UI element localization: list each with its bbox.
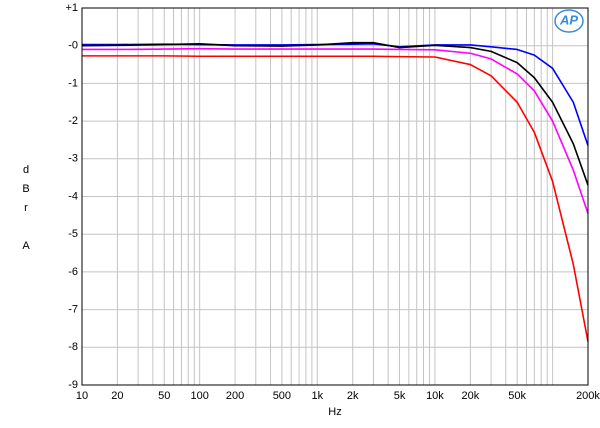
y-tick-label: -1 [68, 77, 78, 89]
series-line [82, 55, 589, 342]
x-axis-label: Hz [328, 406, 341, 418]
y-tick-label: -2 [68, 115, 78, 127]
y-tick-label: -6 [68, 266, 78, 278]
x-tick-label: 10k [426, 390, 444, 402]
x-tick-label: 2k [347, 390, 359, 402]
x-tick-label: 50 [158, 390, 170, 402]
y-tick-label: +1 [65, 2, 78, 14]
y-tick-label: -4 [68, 190, 78, 202]
x-tick-label: 20 [111, 390, 123, 402]
y-tick-label: -7 [68, 304, 78, 316]
x-tick-label: 200k [576, 390, 600, 402]
y-tick-label: -9 [68, 379, 78, 391]
x-tick-label: 20k [461, 390, 479, 402]
series-line [82, 47, 589, 214]
x-tick-label: 100 [190, 390, 208, 402]
logo-ring [554, 9, 584, 33]
plot-frame [81, 7, 589, 386]
logo: AP [554, 9, 584, 33]
lines [81, 41, 589, 342]
x-tick-label: 10 [76, 390, 88, 402]
y-tick-label: -0 [68, 40, 78, 52]
x-tick-label: 5k [394, 390, 406, 402]
x-tick-label: 1k [311, 390, 323, 402]
y-tick-label: -8 [68, 341, 78, 353]
x-tick-label: 50k [508, 390, 526, 402]
series-line [81, 41, 589, 186]
y-tick-label: -5 [68, 228, 78, 240]
y-tick-label: -3 [68, 153, 78, 165]
grid [81, 7, 589, 386]
logo-text: AP [559, 12, 578, 27]
x-tick-label: 200 [226, 390, 244, 402]
x-tick-label: 500 [273, 390, 291, 402]
